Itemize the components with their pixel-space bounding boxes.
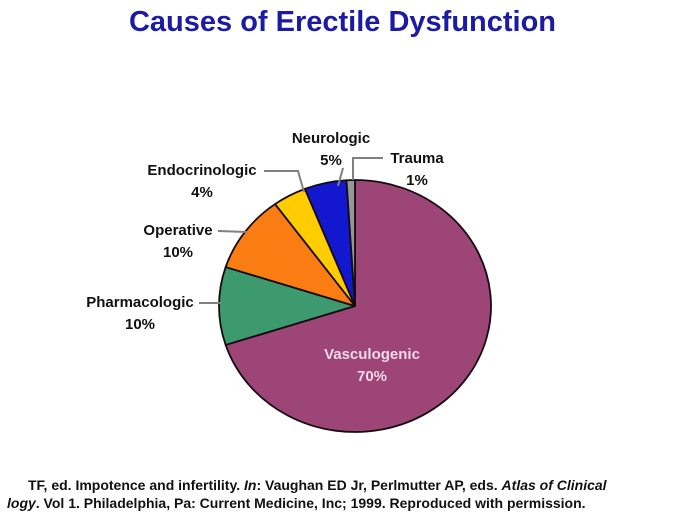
citation-segment: logy — [7, 495, 36, 511]
label-neurologic-text: Neurologic — [291, 130, 371, 147]
citation-segment: . Vol 1. Philadelphia, Pa: Current Medic… — [35, 495, 586, 511]
label-endocrinologic-text: Endocrinologic — [147, 162, 257, 179]
label-vasculogenic: Vasculogenic 70% — [324, 344, 420, 388]
label-pharmacologic-text: Pharmacologic — [86, 294, 194, 311]
label-operative-pct: 10% — [162, 244, 194, 261]
citation-segment: : Vaughan ED Jr, Perlmutter AP, eds. — [256, 477, 502, 493]
label-pharmacologic: Pharmacologic 10% — [86, 292, 194, 336]
pie-slice-pharmacologic — [218, 266, 356, 346]
leader-line-neurologic — [337, 167, 344, 187]
citation-segment: In — [244, 477, 257, 493]
label-operative-text: Operative — [143, 222, 213, 239]
pie-slice-trauma — [345, 179, 356, 307]
label-trauma-text: Trauma — [390, 150, 444, 167]
citation-line-2: logy. Vol 1. Philadelphia, Pa: Current M… — [7, 494, 586, 512]
label-neurologic-pct: 5% — [320, 152, 342, 169]
citation-segment: Atlas of Clinical — [501, 477, 607, 493]
label-pharmacologic-pct: 10% — [124, 316, 156, 333]
label-trauma: Trauma 1% — [390, 148, 443, 192]
citation-segment: TF, ed. Impotence and infertility. — [28, 477, 244, 493]
label-endocrinologic-pct: 4% — [191, 184, 213, 201]
leader-line-trauma — [352, 157, 383, 180]
label-endocrinologic: Endocrinologic 4% — [147, 160, 256, 204]
label-neurologic: Neurologic 5% — [292, 128, 370, 172]
citation-line-1: TF, ed. Impotence and infertility. In: V… — [28, 476, 607, 494]
pie-slice-vasculogenic — [224, 179, 492, 433]
leader-line-endocrinologic — [264, 170, 305, 193]
leader-line-operative — [217, 230, 248, 233]
label-vasculogenic-pct: 70% — [356, 368, 388, 385]
label-trauma-pct: 1% — [406, 172, 428, 189]
label-vasculogenic-text: Vasculogenic — [324, 346, 420, 363]
chart-title: Causes of Erectile Dysfunction — [128, 6, 557, 38]
label-operative: Operative 10% — [143, 220, 212, 264]
